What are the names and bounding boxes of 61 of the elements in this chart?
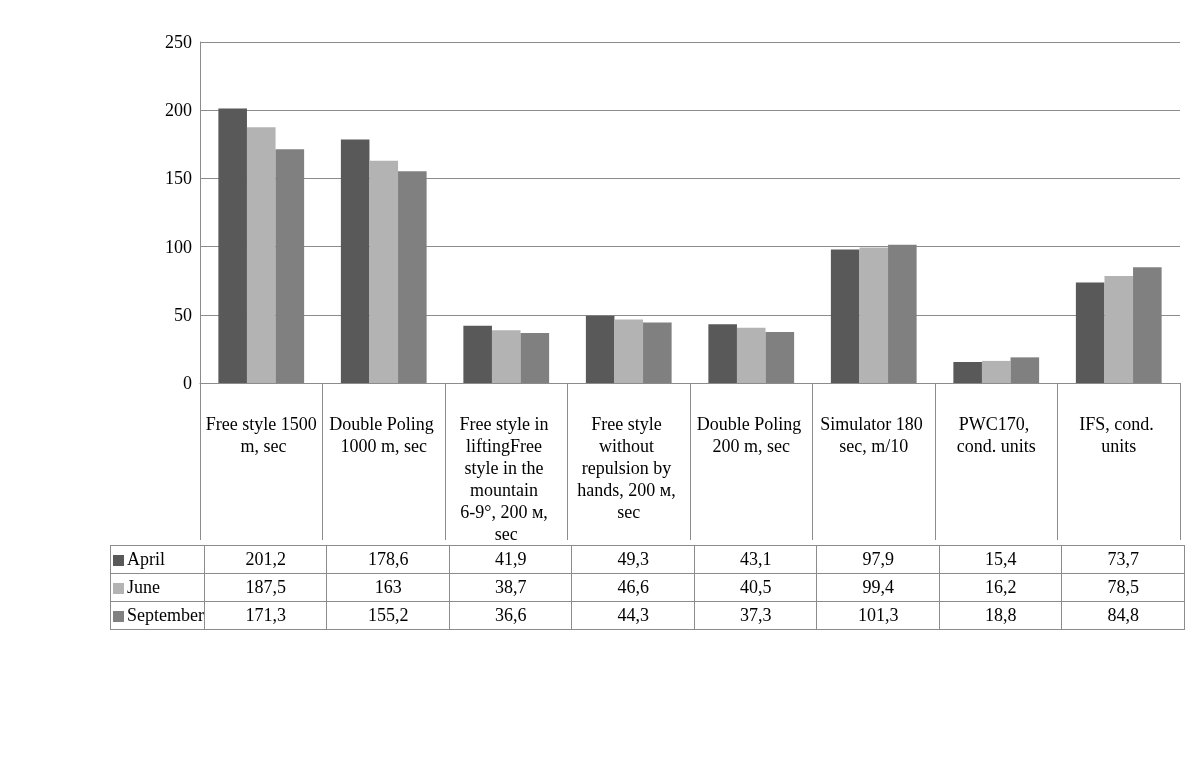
bar: [1104, 275, 1134, 383]
data-label: 163: [326, 573, 450, 602]
data-label: 41,9: [449, 545, 572, 574]
data-label: 46,6: [571, 573, 695, 602]
x-tick-label: Free style in liftingFree style in the mountain 6-9°, 200 м, sec: [459, 414, 553, 544]
x-tick-label: IFS, cond. units: [1079, 414, 1159, 456]
legend-label: September: [110, 601, 205, 630]
x-tick-label: Free style 1500 m, sec: [205, 414, 317, 456]
bar: [859, 247, 889, 383]
data-label: 73,7: [1061, 545, 1185, 574]
data-label: 84,8: [1061, 601, 1185, 630]
data-label: 155,2: [326, 601, 450, 630]
data-label: 38,7: [449, 573, 572, 602]
y-tick-label: 200: [165, 100, 192, 121]
data-label: 99,4: [816, 573, 940, 602]
bar: [585, 315, 615, 383]
bar: [830, 249, 860, 383]
data-label: 171,3: [204, 601, 327, 630]
bar: [708, 324, 737, 383]
bar: [218, 108, 247, 383]
bar: [491, 330, 521, 383]
data-label: 44,3: [571, 601, 695, 630]
data-label: 18,8: [939, 601, 1062, 630]
bar: [1010, 357, 1040, 383]
data-label: 15,4: [939, 545, 1062, 574]
data-label: 16,2: [939, 573, 1062, 602]
data-label: 40,5: [694, 573, 817, 602]
x-tick-label: Double Poling 1000 m, sec: [329, 414, 439, 456]
data-label: 178,6: [326, 545, 450, 574]
data-label: 97,9: [816, 545, 940, 574]
bar: [463, 325, 492, 383]
x-tick-label: PWC170, cond. units: [956, 414, 1036, 456]
data-label: 43,1: [694, 545, 817, 574]
bar: [736, 327, 766, 383]
data-label: 78,5: [1061, 573, 1185, 602]
bar: [643, 322, 672, 383]
bar: [981, 360, 1011, 383]
bar: [369, 160, 399, 383]
x-tick-label: Free style without repulsion by hands, 200 м, sec: [577, 414, 681, 522]
y-tick-label: 250: [165, 32, 192, 52]
y-tick-label: 150: [165, 168, 192, 189]
x-tick-label: Double Poling 200 m, sec: [696, 414, 806, 456]
bar: [340, 139, 370, 383]
data-label: 201,2: [204, 545, 327, 574]
y-tick-label: 50: [174, 304, 192, 325]
y-tick-label: 100: [165, 236, 192, 257]
data-label: 101,3: [816, 601, 940, 630]
data-label: 37,3: [694, 601, 817, 630]
legend-label: April: [110, 545, 205, 574]
data-label: 187,5: [204, 573, 327, 602]
bar: [614, 319, 644, 383]
x-tick-label: Simulator 180 sec, m/10: [820, 414, 928, 456]
data-label: 49,3: [571, 545, 695, 574]
bar: [765, 332, 795, 383]
bar: [953, 361, 982, 383]
legend-label: June: [110, 573, 205, 602]
y-tick-label: 0: [183, 373, 192, 393]
bar: [1075, 282, 1105, 383]
bar: [246, 127, 276, 383]
bar: [520, 333, 550, 383]
data-label: 36,6: [449, 601, 572, 630]
